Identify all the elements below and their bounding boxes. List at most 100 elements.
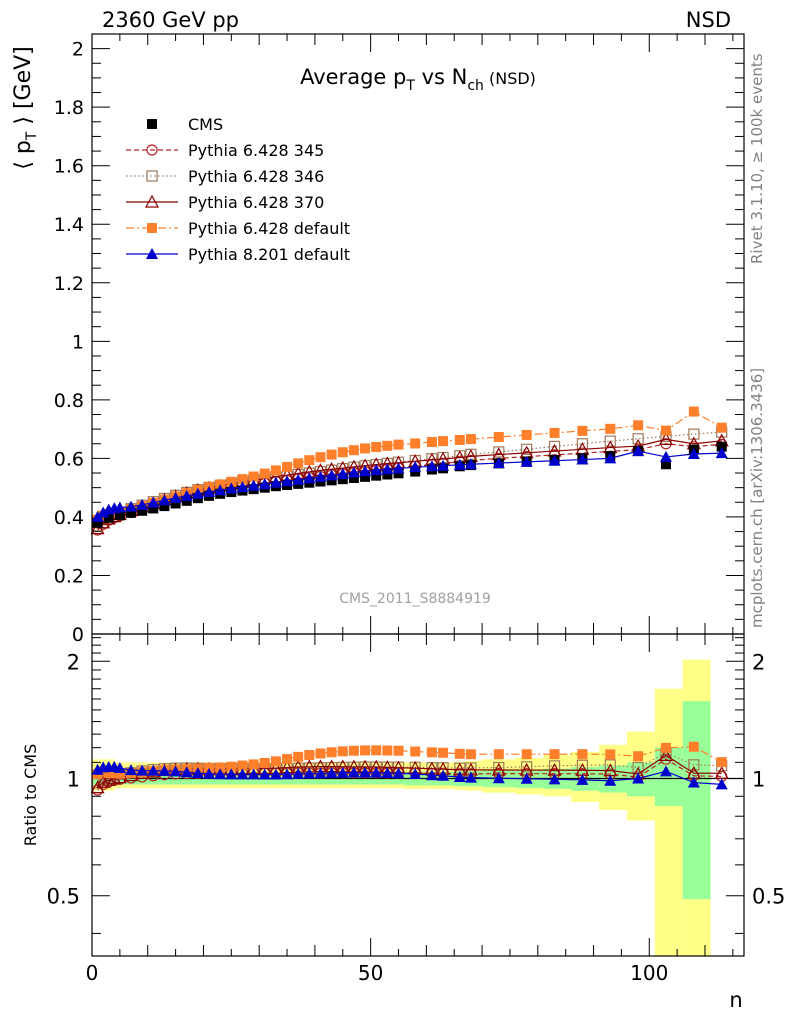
ratio-point: [688, 759, 700, 771]
ratio-point: [410, 746, 421, 757]
ratio-point: [259, 757, 270, 768]
ratio-point: [687, 776, 700, 788]
data-point: [715, 447, 728, 459]
y-tick-label: 1.2: [54, 273, 84, 295]
data-point: [314, 470, 327, 482]
ratio-point: [604, 759, 616, 771]
ratio-point: [270, 756, 281, 767]
ratio-point: [392, 767, 405, 779]
data-point: [425, 460, 438, 472]
ratio-point: [303, 767, 316, 779]
ratio-point: [191, 767, 204, 779]
data-point: [409, 461, 422, 473]
data-point: [604, 435, 616, 447]
legend-marker: [147, 119, 157, 129]
data-point: [359, 465, 372, 477]
data-point: [137, 505, 148, 516]
ratio-point: [109, 768, 120, 779]
ratio-point: [426, 747, 437, 758]
data-point: [158, 494, 171, 506]
ratio-point: [633, 751, 644, 762]
bottom-panel-ticks: 0.5 0.5 1 1 2 2: [47, 637, 785, 934]
data-point: [453, 458, 466, 470]
ratio-point: [180, 766, 193, 778]
legend-label: Pythia 6.428 default: [188, 219, 350, 238]
ratio-point: [282, 754, 293, 765]
ratio-point: [714, 766, 729, 779]
ratio-point: [147, 764, 160, 776]
ratio-point: [492, 772, 505, 784]
x-tick-label: 50: [358, 961, 383, 985]
ratio-point: [393, 745, 404, 756]
data-point: [337, 447, 348, 458]
ratio-point: [347, 766, 360, 778]
data-point: [203, 486, 216, 498]
legend-label: CMS: [188, 115, 223, 134]
data-point: [632, 433, 644, 445]
data-point: [225, 482, 238, 494]
data-point: [493, 446, 505, 458]
ratio-point: [292, 767, 305, 779]
ratio-point: [247, 768, 260, 780]
data-point: [103, 512, 114, 523]
ratio-point: [236, 768, 249, 780]
ratio-point: [225, 768, 238, 780]
ratio-point: [548, 760, 561, 772]
data-point: [269, 476, 282, 488]
ratio-point: [248, 759, 259, 770]
ratio-point: [96, 774, 111, 788]
ratio-point: [169, 765, 182, 777]
ratio-point: [348, 745, 359, 756]
ratio-point: [281, 768, 294, 780]
ratio-point: [125, 764, 138, 776]
data-point: [336, 467, 349, 479]
ratio-point: [325, 767, 338, 779]
ratio-point: [315, 748, 326, 759]
band-outer: [654, 688, 683, 956]
ratio-point: [632, 772, 645, 784]
data-point: [347, 466, 360, 478]
ratio-point: [381, 766, 394, 778]
legend-label: Pythia 6.428 346: [188, 167, 324, 186]
ratio-point: [577, 749, 588, 760]
legend-marker: [146, 170, 158, 182]
data-point: [688, 428, 700, 440]
ratio-point: [437, 769, 450, 781]
data-point: [136, 498, 149, 510]
ratio-point: [604, 774, 617, 786]
ratio-point: [520, 772, 533, 784]
data-point: [426, 437, 437, 447]
data-point: [148, 503, 159, 514]
ratio-point: [493, 749, 504, 760]
data-point: [281, 475, 294, 487]
ratio-point: [409, 767, 422, 779]
ratio-point: [438, 747, 449, 758]
ratio-point: [136, 764, 149, 776]
data-point: [315, 452, 326, 463]
ratio-point: [215, 762, 226, 773]
data-point: [382, 440, 393, 451]
ratio-point: [605, 749, 616, 760]
data-point: [716, 422, 727, 433]
header-right: NSD: [686, 8, 731, 32]
ratio-point: [336, 766, 349, 778]
data-point: [282, 461, 293, 472]
data-point: [520, 455, 533, 467]
legend-label: Pythia 6.428 370: [188, 193, 324, 212]
y-tick-label: 1.4: [54, 214, 84, 236]
data-point: [382, 469, 393, 480]
ratio-point: [660, 742, 671, 753]
ratio-point: [688, 741, 699, 752]
y-tick-label: 2: [72, 39, 84, 61]
ratio-point: [114, 768, 125, 779]
data-point: [632, 445, 645, 457]
ratio-point: [548, 773, 561, 785]
data-point: [92, 517, 103, 528]
y-tick-label: 0: [72, 624, 84, 646]
ratio-tick-label-right: 0.5: [752, 885, 785, 909]
ratio-point: [314, 767, 327, 779]
series-line: [97, 438, 722, 530]
ratio-point: [326, 747, 337, 758]
ratio-point: [237, 760, 248, 771]
